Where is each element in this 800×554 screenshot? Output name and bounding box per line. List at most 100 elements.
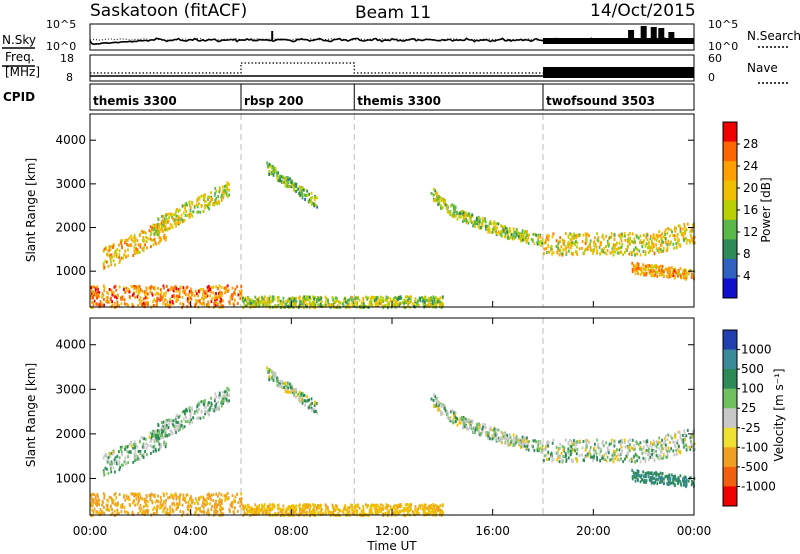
power-cell [393, 298, 396, 302]
power-cell [248, 299, 251, 303]
velocity-cell [230, 501, 233, 505]
velocity-cell [292, 504, 294, 508]
velocity-cell [275, 379, 278, 383]
power-cell [107, 291, 110, 295]
power-cell [674, 226, 676, 230]
power-cell [633, 266, 636, 270]
power-cell [283, 176, 286, 180]
velocity-cell [521, 435, 524, 439]
power-cell [356, 297, 359, 301]
power-cell [205, 204, 208, 207]
power-cell [140, 229, 143, 233]
power-cell [207, 203, 210, 207]
velocity-cell [645, 475, 647, 479]
velocity-cell [460, 416, 463, 419]
power-cell [501, 225, 503, 229]
velocity-cell [462, 426, 464, 430]
velocity-cell [203, 402, 205, 406]
velocity-cell [537, 440, 540, 444]
power-cell [564, 232, 567, 236]
power-cell [207, 284, 210, 288]
power-cell [486, 226, 488, 230]
velocity-cell [116, 511, 119, 515]
velocity-cell [651, 481, 654, 485]
power-cell [110, 260, 112, 263]
power-cell [659, 234, 662, 238]
power-cell [185, 202, 188, 205]
power-cell [277, 299, 279, 303]
velocity-cell [164, 511, 167, 515]
velocity-cell [335, 507, 338, 511]
power-cell [169, 288, 171, 292]
power-cell [596, 249, 598, 253]
velocity-cell [357, 503, 359, 507]
power-cell [443, 201, 446, 204]
velocity-cell [439, 508, 441, 512]
power-cell [159, 297, 162, 301]
velocity-cell [517, 439, 520, 443]
power-cell [287, 177, 289, 181]
power-cell [452, 212, 455, 216]
power-cell [211, 297, 213, 301]
power-cell [145, 240, 148, 243]
power-cell [228, 183, 230, 186]
power-cell [234, 287, 237, 291]
power-cell [144, 292, 146, 296]
velocity-cell [147, 500, 149, 504]
power-cell [445, 206, 448, 210]
velocity-cell [206, 496, 209, 500]
power-cell [204, 193, 206, 197]
velocity-cell [657, 441, 659, 445]
power-cell [588, 244, 590, 248]
power-cell [308, 192, 310, 196]
velocity-cell [103, 505, 105, 509]
power-cell [618, 241, 621, 245]
velocity-cell [584, 448, 587, 452]
velocity-cell [294, 509, 297, 513]
velocity-cell [169, 505, 172, 509]
power-cell [678, 243, 680, 247]
velocity-cell [588, 451, 590, 455]
velocity-colorbar-tick-label: 500 [741, 362, 764, 376]
velocity-cell [153, 493, 156, 497]
velocity-cell [108, 495, 111, 499]
power-cell [186, 214, 189, 217]
power-cell [526, 230, 528, 234]
power-cell [614, 250, 616, 254]
velocity-cell [633, 444, 636, 447]
velocity-cell [254, 512, 256, 516]
velocity-cell [246, 512, 249, 516]
velocity-cell [209, 495, 212, 499]
velocity-cell [151, 434, 153, 438]
velocity-cell [218, 497, 221, 501]
power-cell [185, 286, 188, 290]
power-cell [189, 209, 192, 212]
power-cell [188, 301, 191, 305]
power-cell [536, 240, 539, 244]
power-cell [414, 297, 417, 301]
power-cell [150, 232, 152, 236]
velocity-cell [159, 501, 162, 505]
power-cell [188, 216, 191, 220]
velocity-cell [633, 455, 635, 459]
velocity-cell [189, 412, 192, 416]
velocity-cell [257, 512, 260, 515]
velocity-cell [99, 508, 102, 511]
velocity-cell [266, 366, 268, 370]
power-cell [209, 294, 211, 298]
power-cell [645, 268, 647, 272]
velocity-cell [308, 503, 311, 507]
velocity-cell [304, 507, 306, 511]
power-cell [417, 303, 420, 307]
power-cell [265, 302, 267, 306]
velocity-cell [231, 500, 234, 504]
velocity-cell [523, 436, 526, 440]
power-cell [669, 242, 672, 246]
velocity-cell [226, 497, 229, 501]
velocity-cell [346, 506, 349, 510]
velocity-cell [157, 434, 160, 438]
velocity-cell [152, 450, 155, 453]
velocity-cell [487, 432, 490, 436]
velocity-cell [409, 503, 411, 507]
power-cell [304, 300, 306, 303]
